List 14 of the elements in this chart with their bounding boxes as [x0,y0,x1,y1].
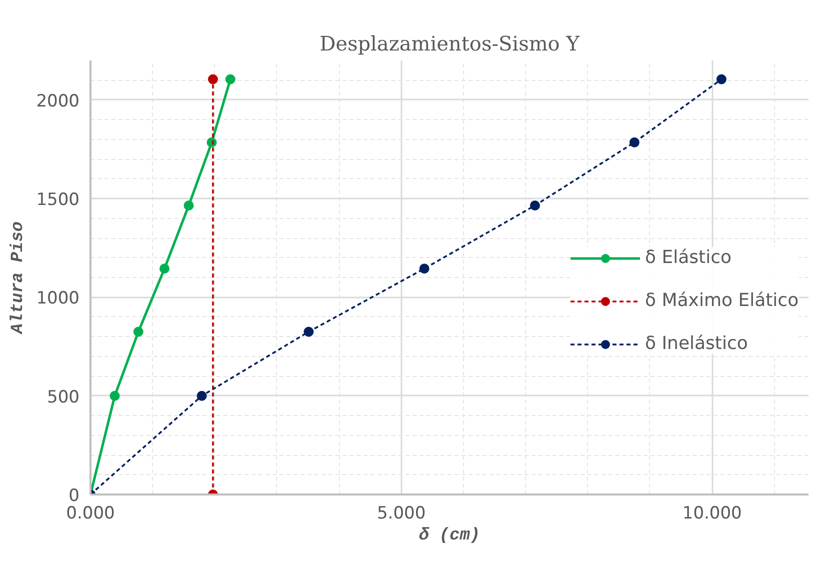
x-tick-label: 0.000 [66,504,115,524]
legend-label: δ Elástico [645,247,732,268]
chart-title: Desplazamientos-Sismo Y [320,32,580,56]
y-tick-label: 1500 [36,190,80,210]
legend-label: δ Máximo Elático [645,290,799,311]
y-axis-title: Altura Piso [9,221,28,335]
y-tick-label: 1000 [36,288,80,309]
y-tick-label: 500 [47,387,80,408]
x-tick-label: 5.000 [376,504,426,524]
y-tick-label: 0 [68,486,80,506]
y-tick-label: 2000 [36,91,80,112]
x-axis-title: δ (cm) [418,526,480,546]
x-tick-label: 10.000 [682,504,742,524]
legend-label: δ Inelástico [645,333,748,354]
